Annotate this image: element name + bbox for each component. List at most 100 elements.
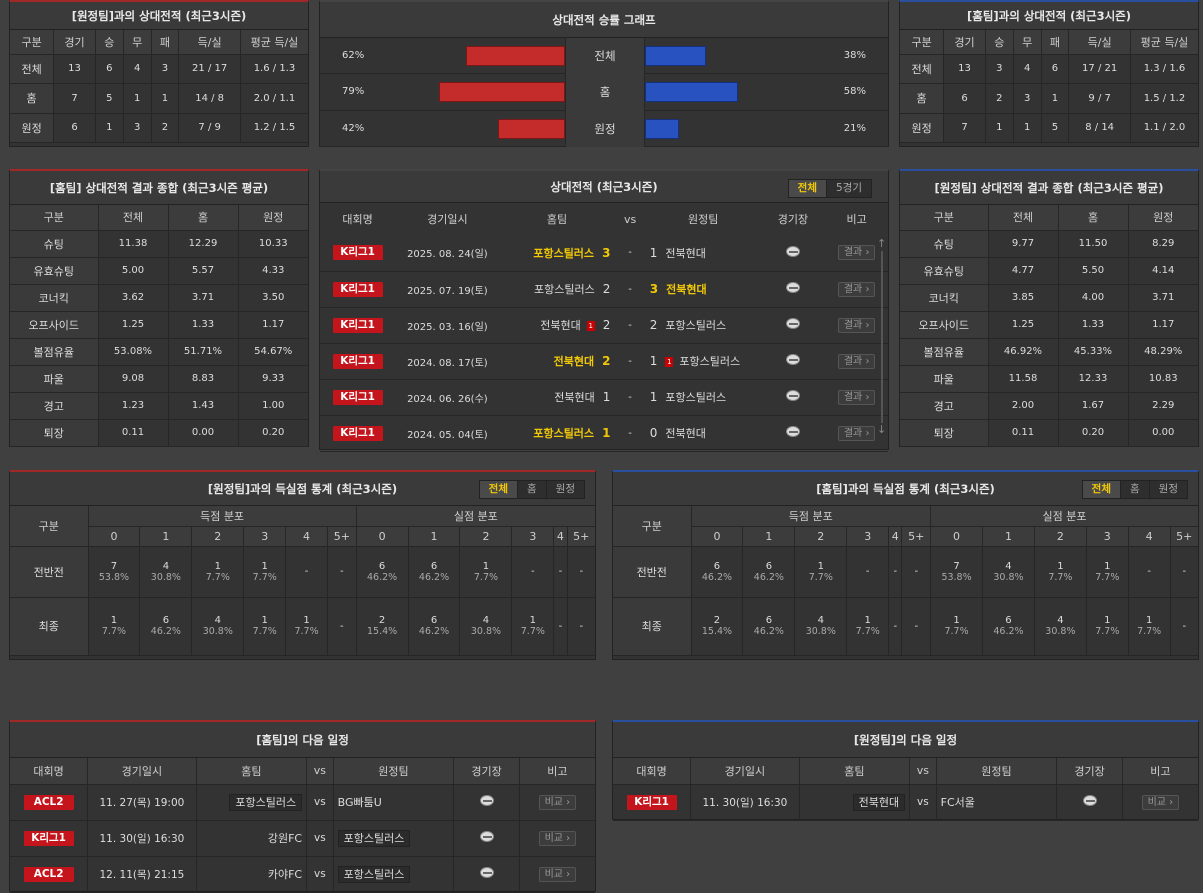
goal-cell: -	[327, 546, 357, 598]
column-header: 대회명	[320, 203, 396, 235]
result-button[interactable]: 결과 ›	[837, 425, 876, 441]
goal-count: 1	[1145, 615, 1153, 626]
goal-count: 4	[482, 615, 490, 626]
goals-left-table: 구분 득점 분포 실점 분포 0 1 2 3 4 5+ 0 1 2 3 4 5+ 전반전 7 53.8% 4 30.8…	[10, 506, 595, 656]
stadium-icon[interactable]	[785, 426, 800, 437]
goal-pct: 30.8%	[202, 626, 233, 637]
h2h-away-title: [원정팀]과의 상대전적 (최근3시즌)	[10, 2, 308, 30]
goal-count-column: 5+	[1170, 526, 1198, 547]
compare-button[interactable]: 비교 ›	[538, 830, 577, 846]
result-button[interactable]: 결과 ›	[837, 353, 876, 369]
compare-button[interactable]: 비교 ›	[538, 866, 577, 882]
chevron-right-icon: ›	[862, 283, 870, 295]
home-score: 2	[602, 282, 611, 296]
goal-count-column: 2	[459, 526, 513, 547]
goal-count: 6	[765, 560, 773, 572]
cell-value: 48.29%	[1128, 338, 1198, 366]
home-pct: 62%	[342, 50, 365, 61]
tab-all[interactable]: 전체	[788, 180, 827, 197]
cell-value: 0.00	[1128, 419, 1198, 447]
cell-value: 1.3 / 1.6	[1130, 54, 1198, 84]
next-away-table: 대회명 경기일시 홈팀 vs 원정팀 경기장 비고 K리그1 11. 30(일) 16:30 전북…	[613, 758, 1198, 821]
away-bar	[645, 118, 679, 139]
column-header: 경기	[943, 30, 986, 55]
column-header: 경기장	[760, 203, 826, 235]
home-team: 전북현대	[540, 319, 581, 332]
cell-value: 5.50	[1058, 257, 1129, 285]
goal-pct: 7.7%	[252, 626, 277, 637]
chevron-right-icon: ›	[862, 427, 870, 439]
home-score: 3	[602, 245, 611, 260]
goal-count: -	[558, 566, 563, 577]
cell-value: 2.00	[988, 392, 1059, 420]
compare-label: 비교	[544, 796, 563, 808]
tab-all[interactable]: 전체	[1082, 481, 1121, 498]
away-team-cell: 3 전북현대	[645, 271, 761, 308]
scrollbar[interactable]: ↑ ↓	[877, 237, 887, 444]
column-header: 패	[1041, 30, 1070, 55]
table-header-row: 구분 전체 홈 원정	[900, 205, 1198, 231]
away-summary-panel: [원정팀] 상대전적 결과 종합 (최근3시즌 평균) 구분 전체 홈 원정 슈팅 9.7…	[899, 169, 1199, 447]
cell-value: 7 / 9	[178, 113, 241, 143]
stadium-icon[interactable]	[479, 867, 494, 878]
home-team-cell: 전북현대 1 2	[499, 307, 615, 344]
compare-button[interactable]: 비교 ›	[1141, 794, 1180, 810]
table-row: 퇴장 0.11 0.20 0.00	[900, 419, 1198, 447]
next-away-panel: [원정팀]의 다음 일정 대회명 경기일시 홈팀 vs 원정팀 경기장 비고 K리그1 11. …	[612, 720, 1199, 821]
column-header: 경기장	[1056, 758, 1123, 785]
row-label: 슈팅	[900, 230, 989, 258]
goal-cell: 4 30.8%	[139, 546, 193, 598]
home-score: 2	[602, 318, 611, 332]
tab-all[interactable]: 전체	[479, 481, 518, 498]
stadium-icon[interactable]	[785, 354, 800, 365]
stadium-icon[interactable]	[785, 245, 800, 257]
cell-value: 12.29	[168, 230, 239, 258]
stadium-icon[interactable]	[1082, 795, 1097, 806]
win-graph: 62% 전체 38% 79% 홈 58% 42% 원정 21%	[320, 38, 888, 147]
stadium-icon[interactable]	[785, 390, 800, 401]
result-button[interactable]: 결과 ›	[837, 317, 876, 333]
column-header: 경기	[53, 30, 96, 55]
away-team-cell: FC서울	[936, 784, 1058, 821]
tab-away[interactable]: 원정	[555, 483, 575, 495]
cell-value: 1.6 / 1.3	[240, 54, 308, 84]
stadium-icon[interactable]	[785, 282, 800, 293]
goal-count: -	[914, 566, 919, 577]
home-team-cell: 포항스틸러스 3	[499, 235, 615, 272]
goal-cell: 1 7.7%	[459, 546, 513, 598]
scroll-down-icon[interactable]: ↓	[877, 423, 887, 436]
goal-count: 1	[864, 615, 871, 626]
home-team: 카야FC	[267, 868, 303, 881]
goal-pct: 7.7%	[520, 626, 545, 637]
goal-cell: -	[888, 597, 903, 656]
result-button[interactable]: 결과 ›	[837, 389, 876, 405]
result-button[interactable]: 결과 ›	[837, 245, 876, 261]
tab-away[interactable]: 원정	[1158, 483, 1178, 495]
cell-value: 6	[1041, 54, 1070, 84]
cell-value: 10.83	[1128, 365, 1198, 393]
column-header: vs	[614, 203, 646, 235]
score-sep: -	[614, 379, 646, 416]
stadium-icon[interactable]	[785, 318, 800, 329]
goal-cell: 1 7.7%	[1034, 546, 1087, 598]
goal-count: 1	[214, 560, 221, 572]
cell-value: 1	[1041, 83, 1070, 114]
stadium-icon[interactable]	[479, 831, 494, 842]
scroll-up-icon[interactable]: ↑	[877, 237, 887, 250]
row-label: 슈팅	[10, 230, 99, 258]
row-label: 코너킥	[900, 284, 989, 312]
scroll-track[interactable]	[881, 251, 883, 423]
tab-home[interactable]: 홈	[518, 481, 547, 498]
tab-home[interactable]: 홈	[1121, 481, 1150, 498]
stadium-icon[interactable]	[479, 795, 494, 806]
league-badge: K리그1	[626, 794, 677, 810]
result-button[interactable]: 결과 ›	[837, 281, 876, 297]
goals-row: 최종 1 7.7% 6 46.2% 4 30.8% 1 7.7% 1 7.7% -2 15.4% 6 46.…	[10, 597, 595, 656]
tab-5games[interactable]: 5경기	[835, 182, 862, 194]
league-badge: K리그1	[332, 353, 383, 369]
compare-button[interactable]: 비교 ›	[538, 794, 577, 810]
goal-count: -	[893, 620, 898, 632]
away-team: 전북현대	[665, 427, 706, 440]
home-team: 포항스틸러스	[534, 283, 595, 296]
goal-count: 6	[1005, 615, 1012, 626]
